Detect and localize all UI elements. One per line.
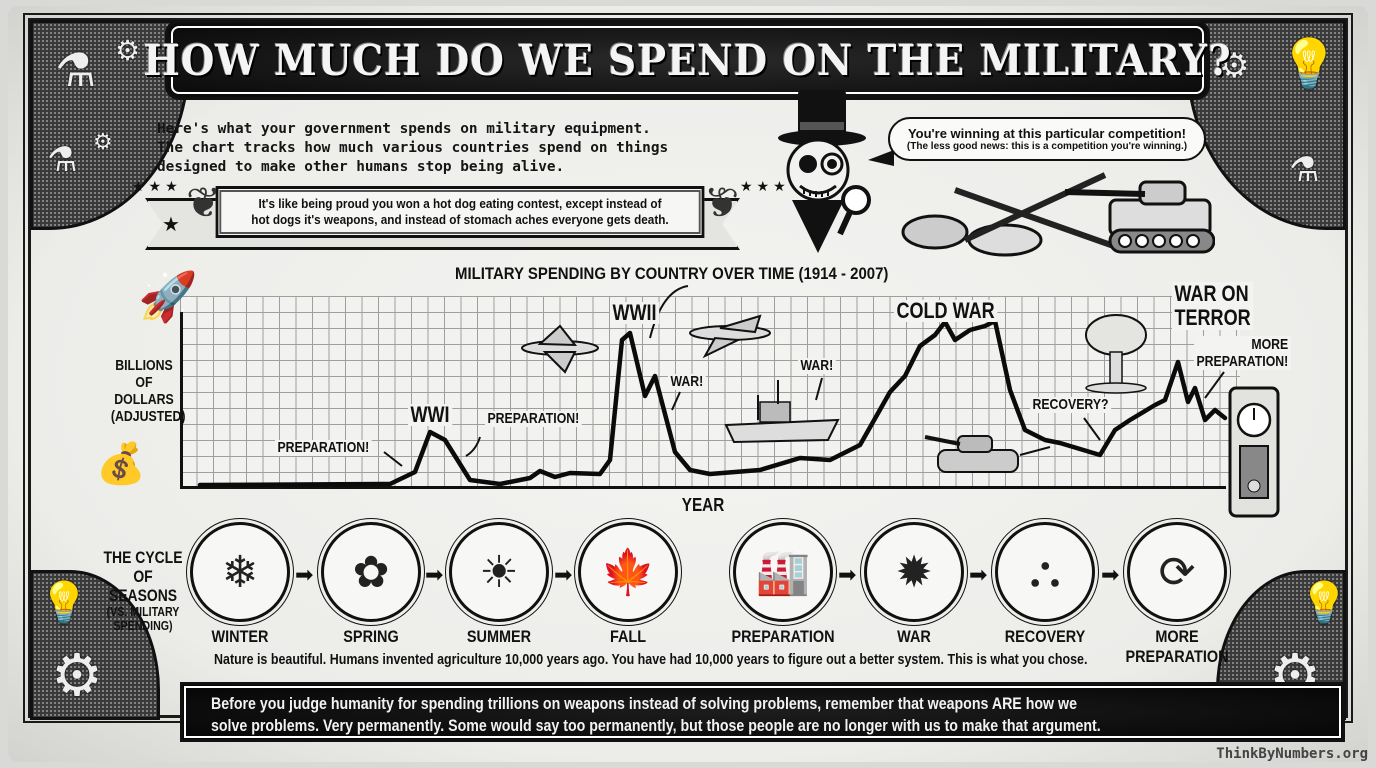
season-label-fall: FALL xyxy=(609,627,647,646)
arrow-right-icon: ➡ xyxy=(838,562,857,587)
laurel-right-icon: ❦ xyxy=(704,179,740,226)
chart-title: MILITARY SPENDING BY COUNTRY OVER TIME (… xyxy=(455,264,889,283)
laurel-left-icon: ❦ xyxy=(186,179,222,226)
lightbulb-icon: 💡 xyxy=(1299,581,1349,625)
snowflake-icon: ❄ xyxy=(221,547,259,597)
season-fall-medallion: 🍁 xyxy=(574,518,682,626)
intro-line: The chart tracks how much various countr… xyxy=(157,140,669,156)
explosion-icon: ✹ xyxy=(895,547,933,597)
arrow-right-icon: ➡ xyxy=(425,562,444,587)
factory-icon: 🏭 xyxy=(755,548,811,597)
cycle-label-line: OF SEASONS xyxy=(108,567,178,605)
x-axis-label: YEAR xyxy=(681,495,725,515)
lightbulb-icon: 💡 xyxy=(39,581,89,625)
cycle-label-line: THE CYCLE xyxy=(103,548,183,567)
stage-war-medallion: ✹ xyxy=(860,518,968,626)
annotation-wwii: WWII xyxy=(610,302,660,324)
annotation-line: TERROR xyxy=(1174,305,1251,330)
arrow-right-icon: ➡ xyxy=(554,562,573,587)
footer-line: Before you judge humanity for spending t… xyxy=(211,695,1077,713)
speech-bubble: You're winning at this particular compet… xyxy=(888,117,1206,161)
ruins-icon: ⛬ xyxy=(1029,547,1061,596)
y-axis xyxy=(180,312,183,488)
arrow-right-icon: ➡ xyxy=(1101,562,1120,587)
round-flask-icon: ⚗ xyxy=(47,141,78,179)
y-axis-label-line: (ADJUSTED) xyxy=(110,409,186,425)
annotation-war-on-terror: WAR ON TERROR xyxy=(1172,281,1254,330)
season-summer-medallion: ☀ xyxy=(445,518,553,626)
ribbon-line: It's like being proud you won a hot dog … xyxy=(258,197,662,211)
speech-bubble-tail xyxy=(868,150,894,166)
season-label-spring: SPRING xyxy=(343,627,399,646)
cycle-label: THE CYCLE OF SEASONS (VS. MILITARY SPEND… xyxy=(98,548,188,633)
nature-caption: Nature is beautiful. Humans invented agr… xyxy=(214,652,1088,668)
title-banner: HOW MUCH DO WE SPEND ON THE MILITARY? xyxy=(143,20,1231,100)
stage-preparation-medallion: 🏭 xyxy=(729,518,837,626)
stage-more-preparation-medallion: ⟳ xyxy=(1123,518,1231,626)
season-label-winter: WINTER xyxy=(211,627,269,646)
annotation-war: WAR! xyxy=(668,374,706,390)
annotation-war: WAR! xyxy=(798,358,836,374)
stage-label-recovery: RECOVERY xyxy=(1004,627,1086,646)
stars-right-icon: ★★★ xyxy=(740,178,790,194)
annotation-line: WAR ON xyxy=(1174,281,1249,306)
annotation-more-preparation: MORE PREPARATION! xyxy=(1194,336,1291,370)
gear-icon: ⚙ xyxy=(93,129,113,154)
lightbulb-icon: 💡 xyxy=(1279,38,1339,91)
star-icon: ★ xyxy=(162,214,180,236)
flask-icon: ⚗ xyxy=(55,44,97,96)
footer-line: solve problems. Very permanently. Some w… xyxy=(211,717,1101,735)
cycle-label-line: (VS. MILITARY xyxy=(106,604,180,619)
season-winter-medallion: ❄ xyxy=(186,518,294,626)
footer-banner: Before you judge humanity for spending t… xyxy=(180,682,1345,742)
skull-top-hat-illustration xyxy=(778,90,871,253)
gear-icon: ⚙ xyxy=(51,643,103,708)
gear-icon: ⚙ xyxy=(115,35,141,66)
rocket-icon: 🚀 xyxy=(138,271,198,324)
stage-label-war: WAR xyxy=(897,627,931,646)
stage-recovery-medallion: ⛬ xyxy=(991,518,1099,626)
annotation-cold-war: COLD WAR xyxy=(894,300,998,322)
stars-left-icon: ★★★ xyxy=(132,178,182,194)
leaf-icon: 🍁 xyxy=(600,548,656,597)
season-label-summer: SUMMER xyxy=(466,627,532,646)
stage-label-preparation: PREPARATION xyxy=(731,627,835,646)
x-axis xyxy=(180,486,1226,489)
intro-line: designed to make other humans stop being… xyxy=(157,159,565,175)
flower-icon: ✿ xyxy=(352,547,390,597)
cycle-label-line: SPENDING) xyxy=(113,618,173,633)
sun-icon: ☀ xyxy=(479,547,519,597)
gear-icon: ⚙ xyxy=(1219,47,1250,85)
page-title: HOW MUCH DO WE SPEND ON THE MILITARY? xyxy=(143,35,1232,85)
speech-line-1: You're winning at this particular compet… xyxy=(907,125,1187,141)
ribbon-text: It's like being proud you won a hot dog … xyxy=(215,186,705,238)
stage-label-more-preparation: MORE PREPARATION xyxy=(1125,627,1229,666)
round-flask-icon: ⚗ xyxy=(1289,151,1320,189)
annotation-line: MORE xyxy=(1251,336,1289,353)
intro-text: Here's what your government spends on mi… xyxy=(157,120,757,177)
money-bags-icon: 💰 xyxy=(96,442,146,486)
season-spring-medallion: ✿ xyxy=(317,518,425,626)
y-axis-label-line: BILLIONS xyxy=(115,358,173,374)
weapons-pile-illustration xyxy=(901,172,1215,257)
watermark: ThinkByNumbers.org xyxy=(1216,746,1368,762)
speech-line-2: (The less good news: this is a competiti… xyxy=(906,140,1188,152)
annotation-line: PREPARATION! xyxy=(1196,353,1289,370)
annotation-recovery: RECOVERY? xyxy=(1030,397,1112,413)
y-axis-label-line: OF DOLLARS xyxy=(114,375,174,408)
arrow-right-icon: ➡ xyxy=(969,562,988,587)
y-axis-label: BILLIONS OF DOLLARS (ADJUSTED) xyxy=(110,358,186,426)
cycle-arrows-icon: ⟳ xyxy=(1158,547,1196,597)
arrow-right-icon: ➡ xyxy=(295,562,314,587)
annotation-preparation: PREPARATION! xyxy=(485,411,582,427)
intro-line: Here's what your government spends on mi… xyxy=(157,121,651,137)
annotation-wwi: WWI xyxy=(408,404,452,426)
chart-grid xyxy=(180,296,1240,488)
annotation-preparation: PREPARATION! xyxy=(275,440,372,456)
ribbon-line: hot dogs it's weapons, and instead of st… xyxy=(251,213,669,227)
